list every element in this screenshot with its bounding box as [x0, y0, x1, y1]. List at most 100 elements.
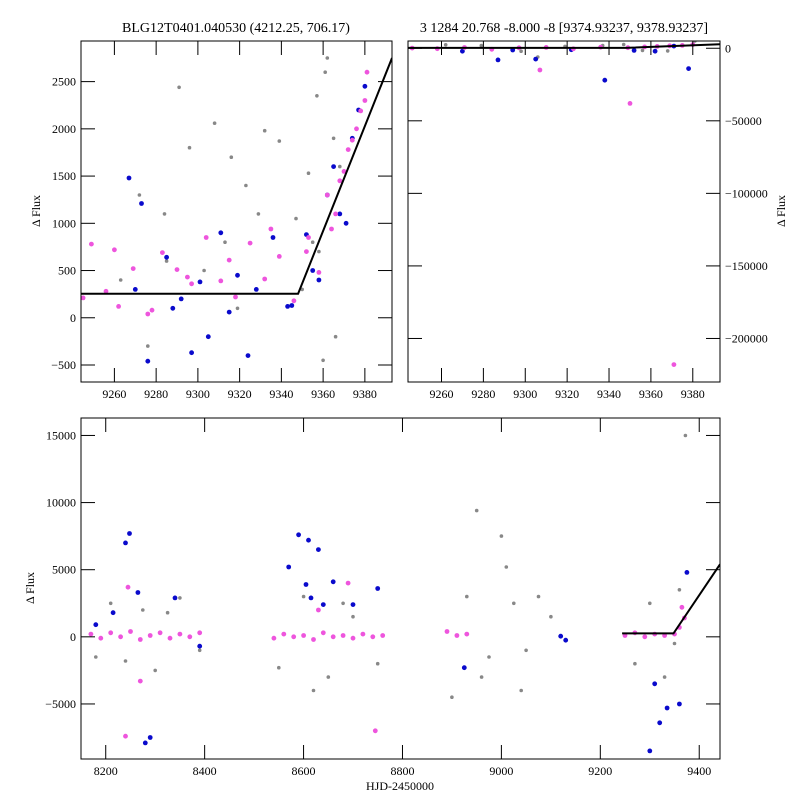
- blue-point: [657, 720, 663, 726]
- blue-point: [460, 48, 465, 54]
- magenta-point: [160, 250, 165, 256]
- magenta-point: [177, 631, 183, 637]
- blue-point: [647, 748, 653, 754]
- magenta-point: [271, 635, 277, 641]
- blue-point: [337, 211, 343, 217]
- magenta-point: [444, 629, 450, 634]
- x-tick-label: 9000: [489, 764, 513, 778]
- y-tick-label: −150000: [725, 259, 768, 273]
- blue-point: [350, 602, 356, 607]
- blue-point: [139, 201, 144, 206]
- magenta-point: [627, 101, 633, 106]
- gray-point: [504, 565, 509, 569]
- magenta-point: [262, 276, 268, 282]
- magenta-point: [174, 267, 180, 272]
- zoom-left-points: [81, 56, 370, 364]
- gray-point: [443, 43, 448, 47]
- magenta-point: [167, 635, 173, 641]
- full-lightcurve-fit-line: [622, 563, 720, 635]
- gray-point: [633, 661, 637, 666]
- blue-point: [677, 701, 682, 707]
- gray-point: [375, 661, 380, 666]
- magenta-point: [642, 634, 648, 640]
- gray-point: [465, 594, 469, 599]
- blue-point: [164, 254, 170, 260]
- y-tick-label: 500: [58, 264, 76, 278]
- blue-point: [331, 164, 336, 170]
- magenta-point: [464, 631, 470, 637]
- y-tick-label: −500: [51, 358, 76, 372]
- magenta-point: [345, 580, 351, 586]
- gray-point: [323, 70, 328, 74]
- magenta-point: [247, 240, 253, 246]
- magenta-point: [372, 728, 378, 734]
- gray-point: [202, 268, 206, 273]
- right-panel-ylabel: Δ Flux: [774, 195, 788, 227]
- y-tick-label: −100000: [725, 186, 768, 200]
- magenta-point: [233, 294, 238, 300]
- magenta-point: [108, 630, 114, 636]
- gray-point: [648, 601, 652, 606]
- gray-point: [311, 688, 316, 693]
- gray-point: [479, 675, 484, 679]
- magenta-point: [149, 307, 155, 313]
- blue-point: [189, 350, 195, 356]
- blue-point: [142, 740, 148, 746]
- magenta-point: [333, 211, 338, 217]
- magenta-point: [187, 634, 193, 640]
- blue-point: [303, 582, 309, 587]
- magenta-point: [88, 631, 94, 637]
- blue-point: [664, 705, 670, 711]
- magenta-point: [276, 254, 282, 259]
- blue-point: [126, 175, 132, 181]
- x-tick-label: 9320: [555, 387, 579, 401]
- blue-point: [306, 537, 311, 543]
- y-tick-label: 2500: [52, 75, 76, 89]
- blue-point: [558, 633, 564, 639]
- bottom-panel-xlabel: HJD-2450000: [366, 779, 434, 793]
- magenta-point: [147, 633, 153, 638]
- blue-point: [686, 66, 691, 71]
- blue-point: [533, 56, 539, 62]
- magenta-point: [329, 226, 334, 232]
- blue-point: [310, 268, 316, 273]
- y-tick-label: 5000: [52, 563, 76, 577]
- left-panel-title: BLG12T0401.040530 (4212.25, 706.17): [122, 21, 350, 36]
- blue-point: [296, 532, 301, 538]
- magenta-point: [137, 637, 143, 642]
- magenta-point: [341, 169, 347, 174]
- blue-point: [652, 681, 658, 687]
- bottom-panel-ylabel: Δ Flux: [23, 572, 37, 604]
- gray-point: [256, 212, 261, 216]
- gray-point: [197, 648, 202, 653]
- blue-point: [245, 353, 251, 358]
- x-tick-label: 9320: [228, 387, 252, 401]
- blue-point: [320, 602, 326, 607]
- magenta-point: [81, 295, 86, 301]
- gray-point: [524, 648, 528, 653]
- magenta-point: [324, 192, 330, 198]
- zoom-right-points: [409, 41, 697, 367]
- blue-point: [226, 309, 232, 315]
- gray-point: [123, 659, 128, 663]
- magenta-point: [157, 630, 163, 636]
- magenta-point: [362, 98, 368, 103]
- full-lightcurve-frame: [80, 417, 721, 760]
- gray-point: [665, 49, 670, 53]
- gray-point: [512, 601, 516, 606]
- zoom-left-fit-line: [81, 57, 392, 295]
- magenta-point: [185, 274, 190, 280]
- magenta-point: [128, 629, 133, 634]
- gray-point: [294, 216, 298, 221]
- blue-point: [461, 665, 467, 671]
- magenta-point: [125, 584, 131, 590]
- blue-point: [218, 230, 224, 236]
- magenta-point: [112, 247, 117, 253]
- magenta-point: [354, 126, 359, 132]
- magenta-point: [370, 634, 376, 640]
- magenta-point: [116, 304, 121, 309]
- gray-point: [479, 43, 484, 48]
- magenta-point: [311, 637, 316, 642]
- gray-point: [108, 601, 113, 606]
- gray-point: [310, 240, 315, 244]
